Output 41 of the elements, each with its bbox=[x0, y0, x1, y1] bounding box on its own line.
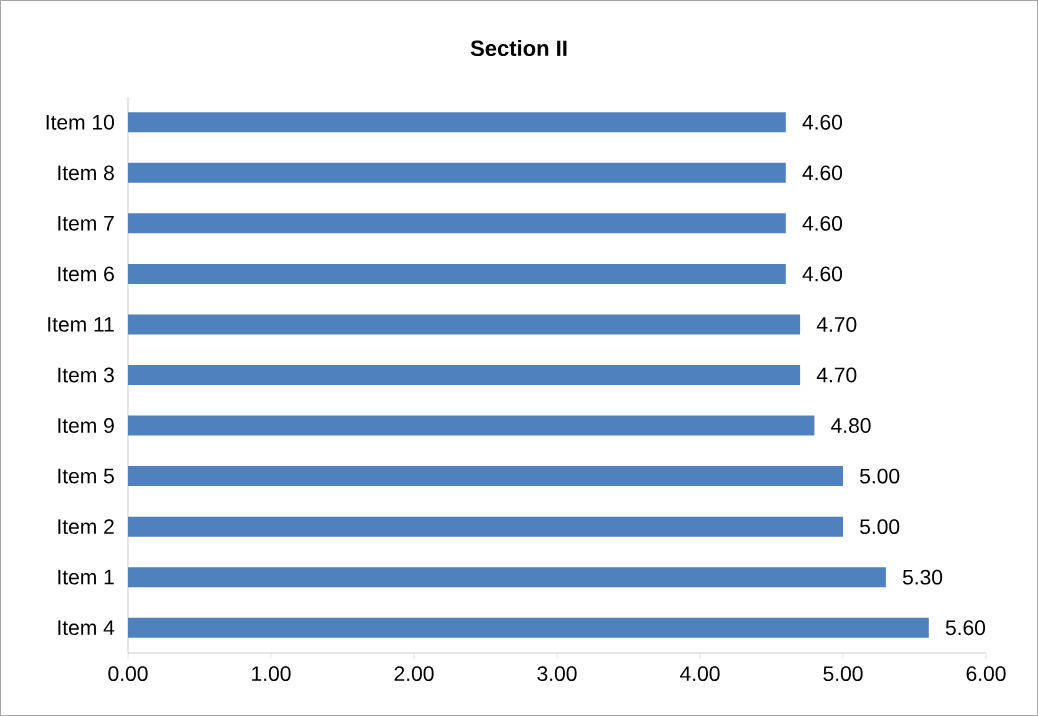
y-tick-label: Item 6 bbox=[58, 266, 114, 282]
y-tick-label: Item 1 bbox=[58, 569, 114, 585]
y-tick-label: Item 2 bbox=[58, 519, 114, 535]
data-label: 4.60 bbox=[802, 114, 843, 130]
x-tick-label: 0.00 bbox=[108, 666, 148, 682]
y-tick-label: Item 9 bbox=[58, 418, 114, 433]
chart-title: Section II bbox=[470, 39, 567, 57]
data-label: 5.30 bbox=[902, 569, 943, 585]
y-tick-label: Item 4 bbox=[58, 620, 115, 636]
y-tick-label: Item 5 bbox=[58, 468, 114, 484]
x-tick-label: 5.00 bbox=[823, 666, 863, 682]
bar bbox=[128, 415, 815, 436]
data-label: 4.60 bbox=[802, 165, 843, 181]
data-label: 5.00 bbox=[860, 468, 900, 484]
data-label: 4.70 bbox=[816, 367, 857, 383]
bar bbox=[128, 567, 886, 588]
bar bbox=[128, 314, 801, 335]
bar bbox=[128, 516, 843, 537]
y-tick-label: Item 11 bbox=[48, 317, 114, 332]
bar bbox=[128, 112, 786, 133]
y-tick-label: Item 7 bbox=[58, 216, 114, 231]
bar bbox=[128, 162, 786, 183]
data-label: 4.70 bbox=[816, 317, 857, 332]
y-tick-label: Item 10 bbox=[46, 114, 114, 130]
data-label: 5.60 bbox=[945, 620, 986, 636]
y-tick-label: Item 8 bbox=[58, 165, 114, 181]
data-label: 5.00 bbox=[860, 519, 900, 535]
bar bbox=[128, 263, 786, 284]
y-tick-label: Item 3 bbox=[58, 367, 114, 383]
data-label: 4.80 bbox=[831, 418, 871, 433]
bar bbox=[128, 466, 843, 487]
data-label: 4.60 bbox=[802, 266, 843, 282]
x-tick-label: 6.00 bbox=[966, 666, 1006, 682]
data-label: 4.60 bbox=[802, 215, 843, 231]
x-tick-label: 1.00 bbox=[252, 666, 291, 682]
x-tick-label: 2.00 bbox=[394, 666, 434, 682]
x-tick-label: 4.00 bbox=[680, 666, 720, 682]
x-tick-label: 3.00 bbox=[537, 666, 577, 682]
bar bbox=[128, 365, 801, 386]
bar bbox=[128, 213, 786, 234]
bar bbox=[128, 617, 929, 638]
